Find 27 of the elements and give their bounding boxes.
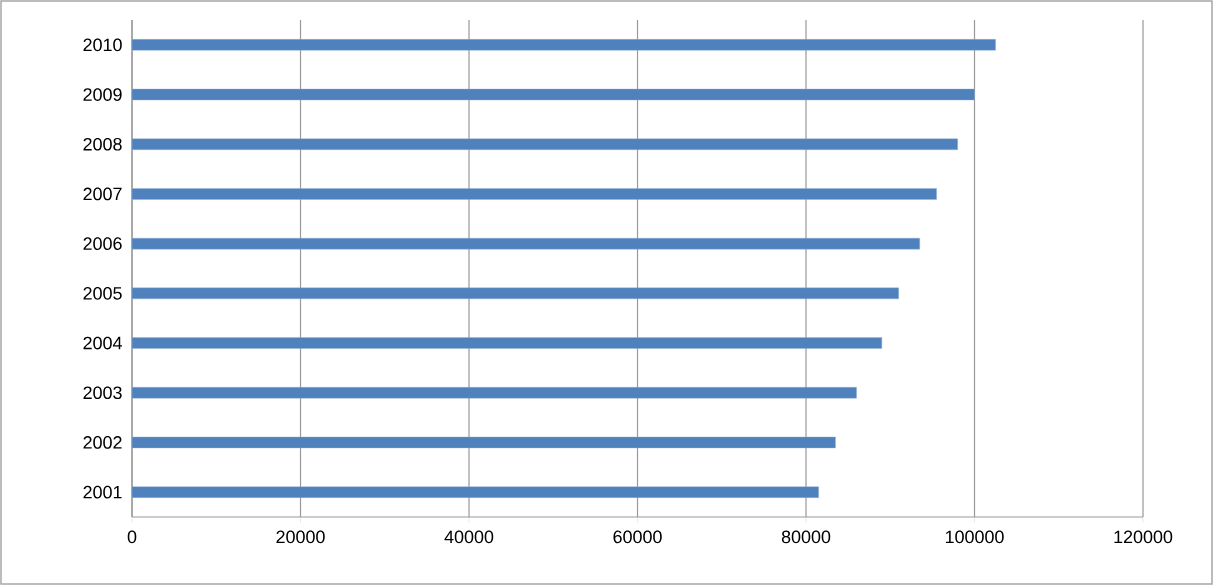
x-tick-label: 80000 <box>781 530 831 544</box>
bar <box>131 436 836 449</box>
bar <box>131 188 937 200</box>
bar <box>131 486 819 498</box>
bar <box>131 387 857 399</box>
y-tick-label: 2009 <box>83 88 122 101</box>
y-tick-label: 2001 <box>83 485 122 499</box>
y-tick-label: 2005 <box>83 286 122 300</box>
y-tick-label: 2007 <box>83 187 122 201</box>
y-tick-label: 2006 <box>83 237 122 250</box>
x-tick-label: 100000 <box>945 530 1004 544</box>
y-tick-label: 2010 <box>83 38 122 52</box>
x-tick-label: 120000 <box>1114 530 1173 544</box>
x-tick-label: 0 <box>127 530 137 544</box>
bar <box>131 287 899 300</box>
x-tick-label: 40000 <box>444 530 494 544</box>
y-tick-label: 2003 <box>83 386 122 400</box>
bar <box>131 237 920 250</box>
bar <box>131 88 975 101</box>
y-tick-label: 2008 <box>83 137 122 151</box>
x-tick-label: 20000 <box>276 530 325 544</box>
x-tick-label: 60000 <box>613 530 662 544</box>
bar <box>131 138 958 150</box>
y-tick-label: 2004 <box>83 336 122 350</box>
bar <box>131 39 996 51</box>
bar <box>131 337 883 349</box>
y-tick-label: 2002 <box>83 436 122 449</box>
